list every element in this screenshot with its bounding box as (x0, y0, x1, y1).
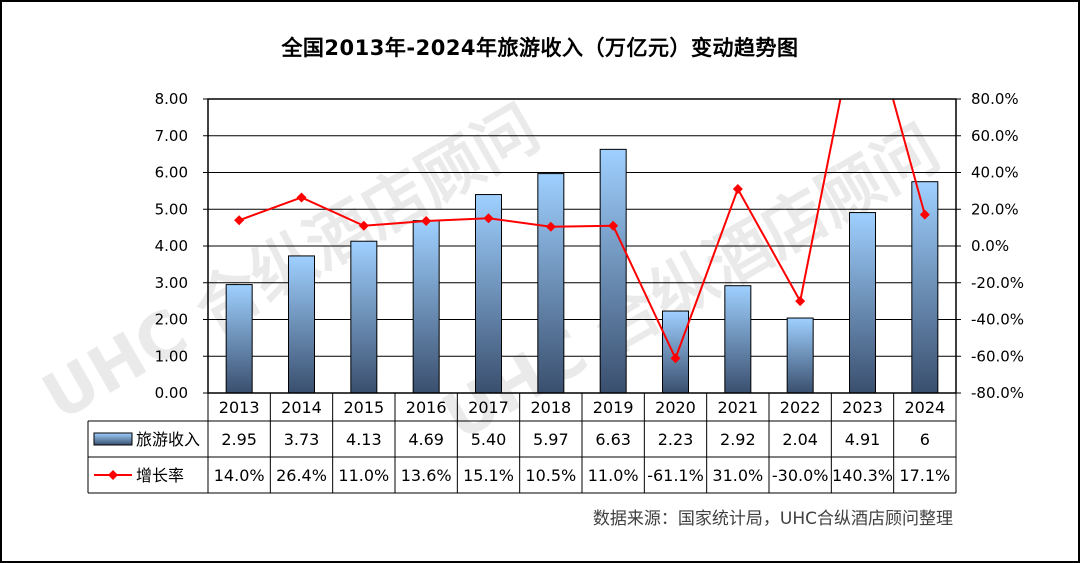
chart-title: 全国2013年-2024年旅游收入（万亿元）变动趋势图 (281, 36, 799, 60)
right-tick-label-3: -20.0% (971, 274, 1024, 292)
right-tick-label-6: 40.0% (971, 164, 1019, 182)
growth-marker-2019 (608, 220, 619, 231)
category-label-2014: 2014 (281, 398, 322, 417)
category-label-2017: 2017 (468, 398, 509, 417)
growth-marker-2014 (296, 192, 307, 203)
growth-value-2017: 15.1% (463, 466, 514, 485)
right-tick-label-1: -60.0% (971, 347, 1024, 365)
growth-marker-2015 (358, 220, 369, 231)
growth-marker-2024 (919, 209, 930, 220)
revenue-value-2018: 5.97 (533, 430, 569, 449)
growth-value-2018: 10.5% (525, 466, 576, 485)
bar-2020 (662, 310, 689, 394)
growth-marker-2013 (234, 215, 245, 226)
revenue-value-2020: 2.23 (658, 430, 694, 449)
growth-value-2020: -61.1% (647, 466, 704, 485)
bar-2016 (412, 220, 440, 394)
left-tick-label-0: 0.00 (155, 384, 188, 402)
left-tick-label-3: 3.00 (155, 274, 188, 292)
growth-marker-2017 (483, 213, 494, 224)
revenue-value-2019: 6.63 (595, 430, 631, 449)
category-label-2015: 2015 (343, 398, 384, 417)
growth-line (238, 99, 926, 361)
revenue-value-2015: 4.13 (346, 430, 382, 449)
left-tick-label-6: 6.00 (155, 164, 188, 182)
right-tick-label-5: 20.0% (971, 200, 1019, 218)
revenue-value-2023: 4.91 (845, 430, 881, 449)
growth-marker-2020 (670, 353, 681, 364)
left-tick-label-2: 2.00 (155, 311, 188, 329)
legend-key-bar (93, 432, 133, 446)
growth-value-2015: 11.0% (338, 466, 389, 485)
growth-value-2024: 17.1% (899, 466, 950, 485)
category-label-2016: 2016 (406, 398, 447, 417)
category-label-2018: 2018 (530, 398, 571, 417)
revenue-value-2017: 5.40 (471, 430, 507, 449)
left-tick-label-8: 8.00 (155, 90, 188, 108)
bar-2021 (724, 285, 752, 394)
category-label-2021: 2021 (717, 398, 758, 417)
right-tick-label-0: -80.0% (971, 384, 1024, 402)
bar-2015 (350, 240, 378, 394)
bar-2024 (911, 181, 939, 394)
revenue-value-2014: 3.73 (284, 430, 320, 449)
left-tick-label-5: 5.00 (155, 200, 188, 218)
revenue-value-2013: 2.95 (221, 430, 257, 449)
bar-2019 (599, 148, 627, 394)
legend-key-marker (108, 470, 118, 480)
growth-marker-2016 (421, 216, 432, 227)
category-label-2013: 2013 (219, 398, 260, 417)
growth-marker-2021 (732, 184, 743, 195)
legend-label-revenue: 旅游收入 (136, 430, 200, 449)
left-tick-label-4: 4.00 (155, 237, 188, 255)
category-label-2020: 2020 (655, 398, 696, 417)
category-label-2023: 2023 (842, 398, 883, 417)
bar-2014 (288, 255, 315, 394)
category-label-2022: 2022 (780, 398, 821, 417)
left-tick-label-7: 7.00 (155, 127, 188, 145)
growth-value-2013: 14.0% (214, 466, 265, 485)
revenue-value-2016: 4.69 (408, 430, 444, 449)
right-tick-label-7: 60.0% (971, 127, 1019, 145)
category-label-2019: 2019 (593, 398, 634, 417)
growth-value-2023: 140.3% (832, 466, 893, 485)
revenue-value-2024: 6 (920, 430, 930, 449)
growth-value-2022: -30.0% (772, 466, 829, 485)
growth-marker-2018 (545, 221, 556, 232)
growth-marker-2022 (795, 296, 806, 307)
right-tick-label-8: 80.0% (971, 90, 1019, 108)
growth-value-2014: 26.4% (276, 466, 327, 485)
bar-2013 (225, 284, 253, 394)
bar-2017 (475, 194, 502, 394)
revenue-value-2021: 2.92 (720, 430, 756, 449)
legend-label-growth: 增长率 (136, 466, 184, 485)
bar-2018 (537, 173, 565, 394)
growth-value-2019: 11.0% (588, 466, 639, 485)
right-tick-label-2: -40.0% (971, 311, 1024, 329)
left-tick-label-1: 1.00 (155, 347, 188, 365)
right-tick-label-4: 0.0% (971, 237, 1009, 255)
growth-value-2016: 13.6% (401, 466, 452, 485)
bar-2023 (849, 212, 876, 394)
revenue-value-2022: 2.04 (782, 430, 818, 449)
category-label-2024: 2024 (904, 398, 945, 417)
growth-value-2021: 31.0% (712, 466, 763, 485)
source-note: 数据来源：国家统计局，UHC合纵酒店顾问整理 (592, 509, 953, 529)
bar-2022 (786, 317, 814, 394)
